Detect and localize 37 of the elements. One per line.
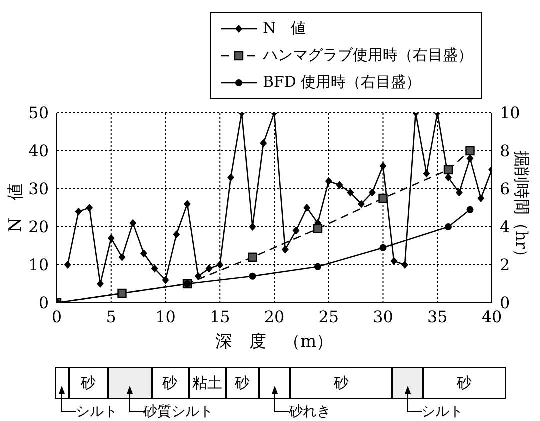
y2-tick-label: 6 xyxy=(500,180,510,199)
text: 砂れき xyxy=(288,403,331,421)
x-tick-label: 5 xyxy=(106,307,116,326)
soil-box: 砂 xyxy=(152,367,189,399)
x-tick-label: 0 xyxy=(52,307,62,326)
text: シルト xyxy=(76,403,118,421)
y-tick-label: 10 xyxy=(28,256,49,275)
y2-tick-label: 10 xyxy=(500,104,520,123)
legend-label: ハンマグラブ使用時（右目盛） xyxy=(263,46,473,65)
soil-box: 砂 xyxy=(226,367,260,399)
y-tick-label: 0 xyxy=(38,294,49,313)
y-tick-label: 40 xyxy=(28,142,49,161)
y-tick-label: 50 xyxy=(28,104,49,123)
x-tick-label: 25 xyxy=(318,307,340,326)
soil-box: 粘土 xyxy=(188,367,226,399)
x-tick-label: 30 xyxy=(373,307,394,326)
y2-tick-label: 0 xyxy=(500,294,510,313)
y2-tick-label: 8 xyxy=(500,142,510,161)
y2-tick-label: 4 xyxy=(500,218,510,237)
y-axis-title: N 値 xyxy=(6,184,26,232)
y2-tick-label: 2 xyxy=(500,256,510,275)
soil-box: 砂 xyxy=(423,367,506,399)
legend-label: N 値 xyxy=(263,19,306,38)
text: シルト xyxy=(422,403,464,421)
text: 砂質シルト xyxy=(144,403,214,421)
x-tick-label: 10 xyxy=(156,307,176,326)
x-tick-label: 20 xyxy=(264,307,285,326)
soil-box: 砂 xyxy=(68,367,108,399)
x-tick-label: 40 xyxy=(482,307,502,326)
y2-axis-title: 掘削時間（hr） xyxy=(512,151,532,265)
y-tick-label: 20 xyxy=(28,218,49,237)
x-tick-label: 35 xyxy=(427,307,448,326)
x-axis-title: 深 度 （m） xyxy=(215,332,334,352)
x-tick-label: 15 xyxy=(210,307,230,326)
legend-label: BFD 使用時（右目盛） xyxy=(263,73,422,92)
y-tick-label: 30 xyxy=(28,180,49,199)
soil-box: 砂 xyxy=(290,367,392,399)
